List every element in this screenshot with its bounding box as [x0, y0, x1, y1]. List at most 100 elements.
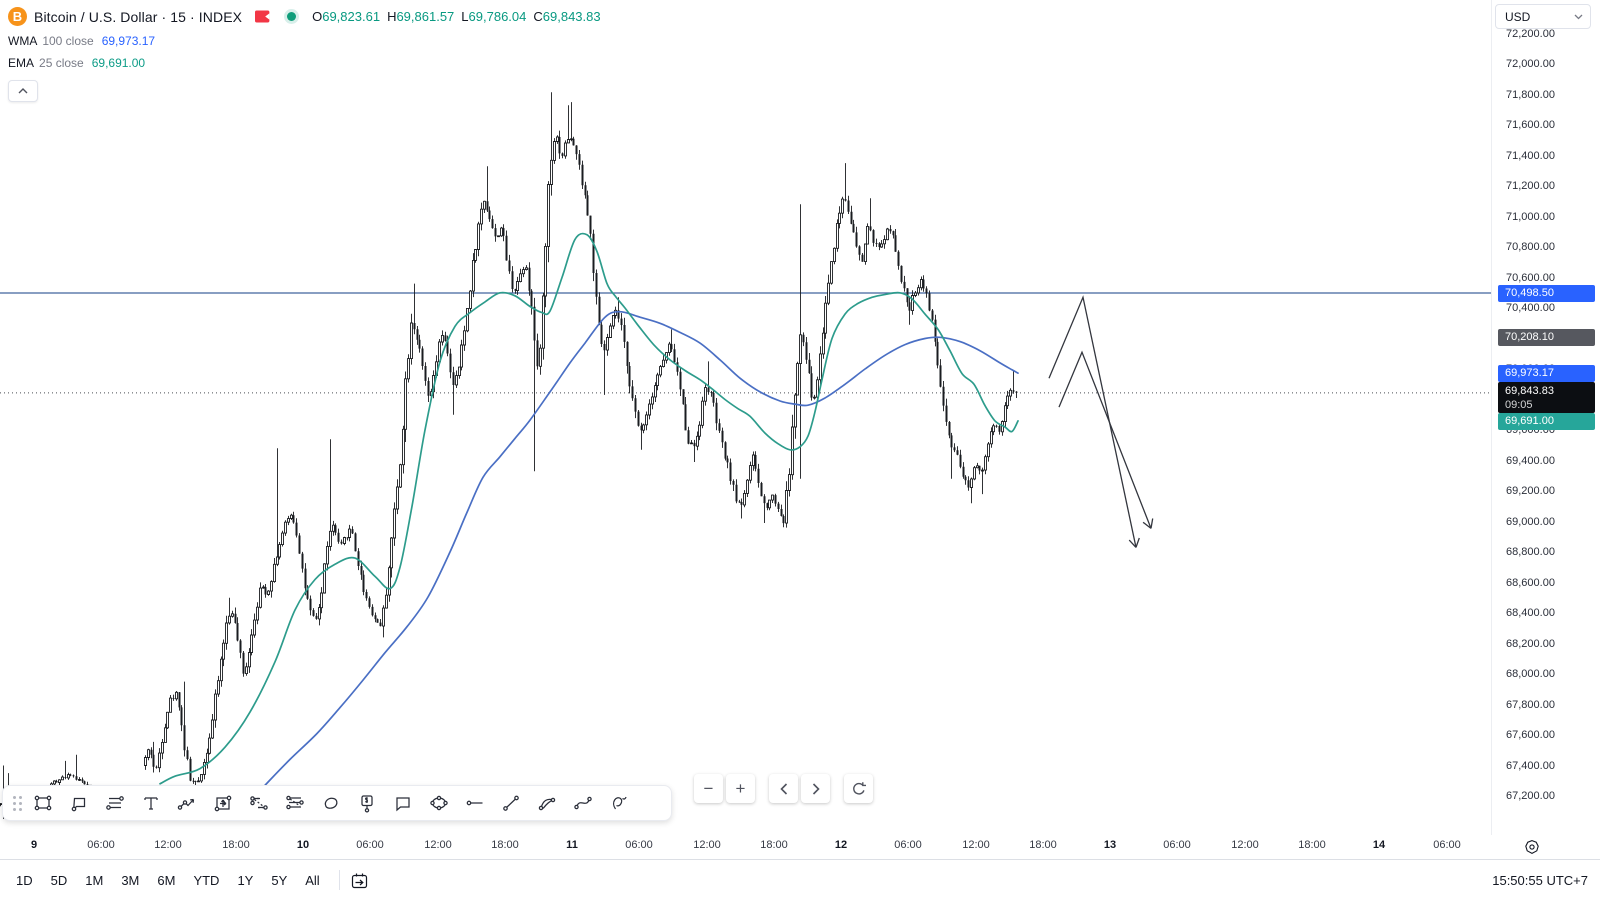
ellipse-tool-icon[interactable]	[421, 788, 457, 818]
time-tick-label: 18:00	[760, 839, 788, 851]
scroll-left-button[interactable]	[769, 774, 798, 803]
range-button-5d[interactable]: 5D	[50, 872, 68, 888]
symbol-row[interactable]: B Bitcoin / U.S. Dollar · 15 · INDEX O69,823…	[8, 6, 608, 27]
time-tick-label: 12:00	[693, 839, 721, 851]
curve-tool-icon[interactable]	[565, 788, 601, 818]
calendar-icon	[351, 873, 367, 888]
indicator-wma-row[interactable]: WMA 100 close 69,973.17	[8, 33, 156, 48]
fib-trend-extension-tool-icon[interactable]	[241, 788, 277, 818]
last-price-tag[interactable]: 69,843.83 09:05	[1498, 382, 1595, 413]
projection-tool-icon[interactable]	[205, 788, 241, 818]
time-tick-label: 12:00	[154, 839, 182, 851]
comment-tool-icon[interactable]	[385, 788, 421, 818]
price-tick-label: 68,200.00	[1506, 638, 1555, 650]
zoom-in-button[interactable]: +	[726, 774, 755, 803]
horizontal-ray-tool-icon[interactable]	[457, 788, 493, 818]
time-tick-label: 12:00	[424, 839, 452, 851]
chart-nav-controls: − +	[694, 774, 873, 803]
rectangle-tool-icon[interactable]	[25, 788, 61, 818]
time-tick-label: 06:00	[894, 839, 922, 851]
time-tick-label: 18:00	[1029, 839, 1057, 851]
parallel-channel-tool-icon[interactable]	[97, 788, 133, 818]
fib-trend-fan-tool-icon[interactable]	[277, 788, 313, 818]
time-tick-label: 06:00	[356, 839, 384, 851]
data-status-icon[interactable]	[287, 12, 297, 21]
flag-icon[interactable]	[254, 10, 271, 23]
session-clock[interactable]: 15:50:55 UTC+7	[1492, 872, 1588, 888]
price-tick-label: 67,800.00	[1506, 699, 1555, 711]
range-button-3m[interactable]: 3M	[121, 872, 140, 888]
indicator-ema-row[interactable]: EMA 25 close 69,691.00	[8, 55, 146, 70]
chart-canvas[interactable]	[0, 0, 1491, 835]
scroll-right-button[interactable]	[801, 774, 830, 803]
price-tick-label: 67,600.00	[1506, 729, 1555, 741]
bottom-toolbar: 1D 5D 1M 3M 6M YTD 1Y 5Y All 15:50:55 UTC+7	[0, 859, 1600, 900]
freeform-shape-tool-icon[interactable]	[313, 788, 349, 818]
currency-dropdown[interactable]: USD	[1495, 4, 1591, 29]
time-tick-label: 14	[1372, 839, 1386, 851]
time-tick-label: 06:00	[1163, 839, 1191, 851]
time-tick-label: 12	[834, 839, 848, 851]
ema-price-tag[interactable]: 69,691.00	[1498, 413, 1595, 430]
brush-tool-icon[interactable]	[601, 788, 637, 818]
collapse-legend-button[interactable]	[8, 80, 38, 102]
range-buttons: 1D 5D 1M 3M 6M YTD 1Y 5Y All	[0, 869, 329, 892]
zigzag-arrow-tool-icon[interactable]	[169, 788, 205, 818]
time-tick-label: 06:00	[625, 839, 653, 851]
text-tool-icon[interactable]	[133, 788, 169, 818]
divider	[338, 870, 340, 890]
drawing-anchor-price-tag[interactable]: 70,208.10	[1498, 329, 1595, 346]
arc-tool-icon[interactable]	[529, 788, 565, 818]
price-tick-label: 69,000.00	[1506, 516, 1555, 528]
arrowhead-icon	[1142, 518, 1154, 529]
horizontal-line-price-tag[interactable]: 70,498.50	[1498, 285, 1595, 302]
settings-icon[interactable]	[1521, 836, 1543, 858]
price-tick-label: 72,200.00	[1506, 28, 1555, 40]
price-tick-label: 68,400.00	[1506, 607, 1555, 619]
price-tick-label: 67,200.00	[1506, 790, 1555, 802]
price-tick-label: 70,400.00	[1506, 302, 1555, 314]
price-tick-label: 67,400.00	[1506, 760, 1555, 772]
range-button-1y[interactable]: 1Y	[237, 872, 254, 888]
market-label: INDEX	[198, 8, 243, 25]
price-tick-label: 68,800.00	[1506, 546, 1555, 558]
price-tick-label: 71,400.00	[1506, 150, 1555, 162]
range-button-all[interactable]: All	[305, 872, 320, 888]
range-button-6m[interactable]: 6M	[157, 872, 176, 888]
range-button-ytd[interactable]: YTD	[193, 872, 220, 888]
price-axis[interactable]: USD 72,200.00 72,000.00 71,800.00 71,600.00…	[1491, 0, 1600, 835]
drag-handle[interactable]	[9, 793, 25, 813]
range-button-1m[interactable]: 1M	[85, 872, 104, 888]
price-tick-label: 69,200.00	[1506, 485, 1555, 497]
price-tick-label: 72,000.00	[1506, 58, 1555, 70]
time-tick-label: 13	[1103, 839, 1117, 851]
reset-chart-button[interactable]	[844, 774, 873, 803]
chevron-down-icon	[1574, 14, 1583, 19]
zoom-out-button[interactable]: −	[694, 774, 723, 803]
time-axis[interactable]: 9 06:00 12:00 18:00 10 06:00 12:00 18:00 11 06:00…	[0, 835, 1600, 859]
price-tick-label: 68,000.00	[1506, 668, 1555, 680]
go-to-date-button[interactable]	[350, 871, 369, 890]
time-tick-label: 06:00	[87, 839, 115, 851]
trend-line-tool-icon[interactable]	[493, 788, 529, 818]
callout-tool-icon[interactable]	[61, 788, 97, 818]
price-tick-label: 71,000.00	[1506, 211, 1555, 223]
price-label-tool-icon[interactable]	[349, 788, 385, 818]
price-tick-label: 70,600.00	[1506, 272, 1555, 284]
range-button-5y[interactable]: 5Y	[271, 872, 288, 888]
ema-25-line[interactable]	[159, 232, 1019, 785]
ohlc-values: O69,823.61 H69,861.57 L69,786.04 C69,843…	[312, 9, 601, 24]
price-tick-label: 68,600.00	[1506, 577, 1555, 589]
price-tick-label: 71,600.00	[1506, 119, 1555, 131]
forecast-arrow-1[interactable]	[1048, 295, 1137, 548]
wma-price-tag[interactable]: 69,973.17	[1498, 365, 1595, 382]
currency-label: USD	[1505, 9, 1531, 24]
drawing-favorites-toolbar	[2, 785, 672, 821]
range-button-1d[interactable]: 1D	[16, 872, 33, 888]
time-tick-label: 12:00	[962, 839, 990, 851]
price-tick-label: 70,800.00	[1506, 241, 1555, 253]
wma-100-line[interactable]	[254, 310, 1019, 797]
interval-value: 15	[170, 8, 187, 25]
symbol-title[interactable]: Bitcoin / U.S. Dollar · 15 · INDEX	[34, 8, 243, 25]
forecast-arrow-2[interactable]	[1058, 350, 1152, 529]
